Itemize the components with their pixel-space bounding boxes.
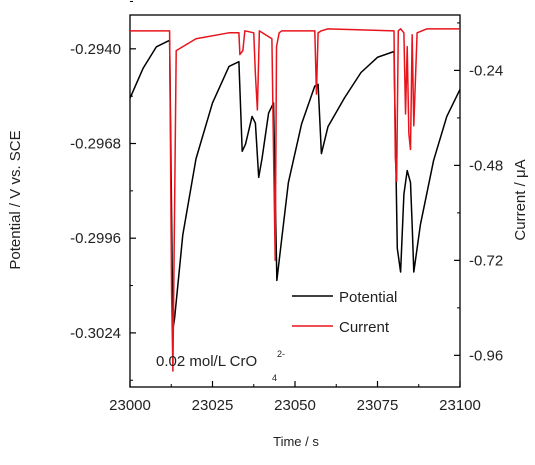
legend: Potential Current: [292, 289, 397, 336]
y-right-axis-ticks: -0.24 -0.48 -0.72 -0.96: [454, 22, 503, 364]
x-tick-label: 23050: [274, 397, 316, 414]
series-line-current: [130, 28, 460, 372]
x-axis-title: Time / s: [273, 434, 319, 449]
y-left-axis-ticks: -0.2940 -0.2968 -0.2996 -0.3024: [70, 0, 136, 381]
y-left-tick-label: -0.2996: [70, 230, 121, 247]
y-left-tick-label: -0.2940: [70, 41, 121, 58]
x-tick-label: 23025: [192, 397, 234, 414]
y-left-tick-label: -0.2968: [70, 136, 121, 153]
y-right-tick-label: -0.24: [469, 62, 503, 79]
y-right-tick-label: -0.96: [469, 347, 503, 364]
annotation-superscript: 2-: [277, 349, 285, 359]
x-axis-ticks: 23000 23025 23050 23075 23100: [109, 381, 481, 414]
y-right-axis-title: Current / μA: [512, 159, 529, 240]
y-left-axis-title: Potential / V vs. SCE: [7, 130, 24, 269]
x-tick-label: 23000: [109, 397, 151, 414]
annotation: 0.02 mol/L CrO 2- 4: [156, 349, 285, 383]
y-left-tick-label: -0.3024: [70, 325, 121, 342]
legend-label-current: Current: [339, 319, 390, 336]
x-tick-label: 23075: [357, 397, 399, 414]
series-line-potential: [129, 39, 461, 331]
y-right-tick-label: -0.72: [469, 252, 503, 269]
annotation-subscript: 4: [272, 373, 277, 383]
legend-label-potential: Potential: [339, 289, 397, 306]
x-tick-label: 23100: [439, 397, 481, 414]
series-layer: [129, 28, 461, 372]
y-right-tick-label: -0.48: [469, 157, 503, 174]
annotation-main: 0.02 mol/L CrO: [156, 353, 257, 370]
